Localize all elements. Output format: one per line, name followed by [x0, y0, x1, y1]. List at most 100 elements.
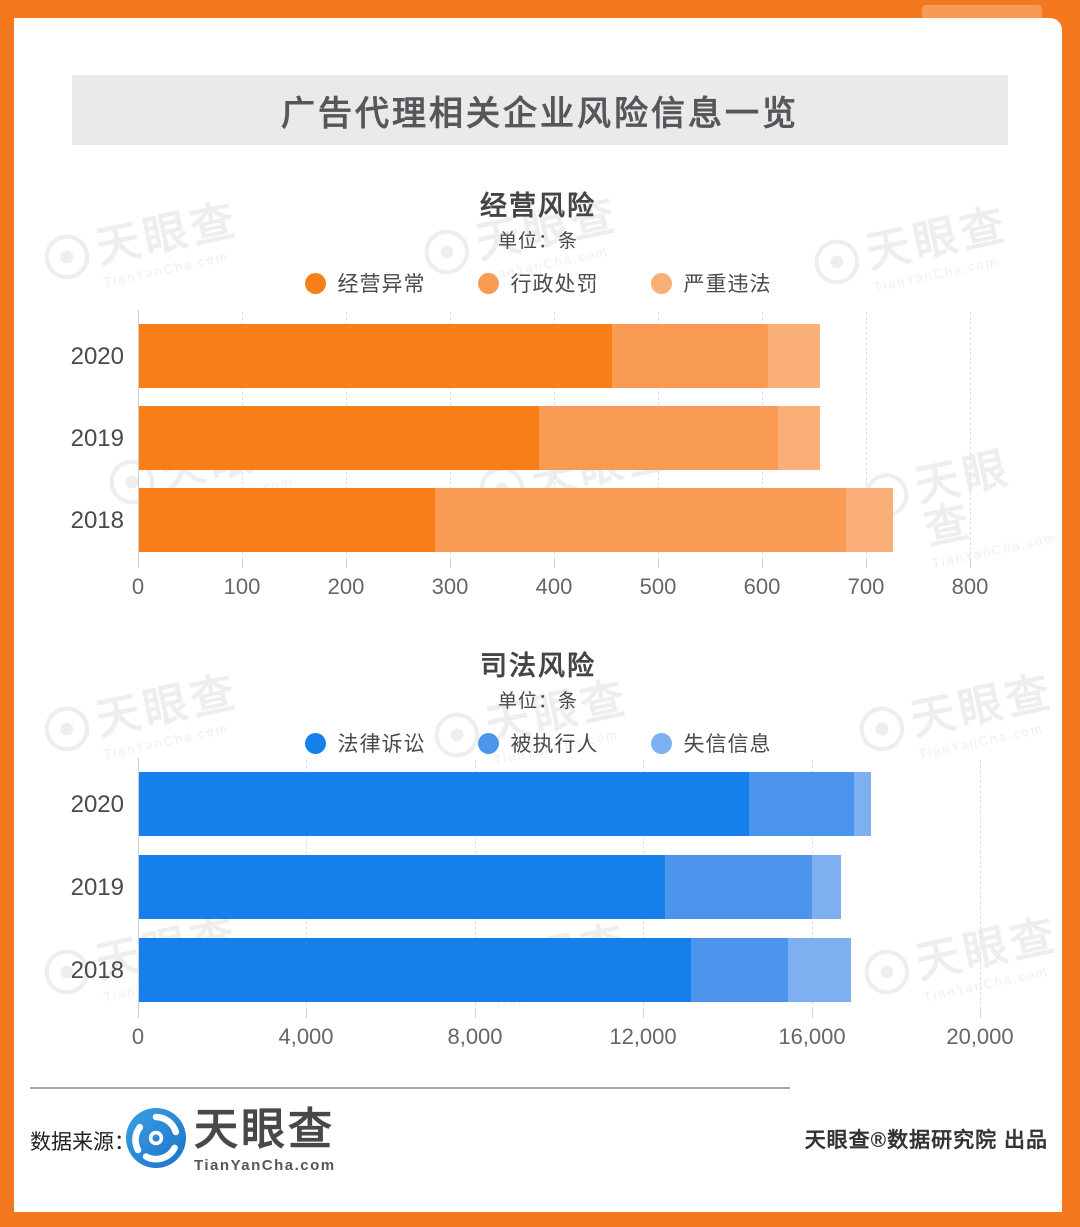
- axis-tick-label: 12,000: [609, 1024, 677, 1049]
- axis-tick-label: 800: [951, 574, 989, 599]
- axis-tick-label: 200: [327, 574, 365, 599]
- category-label-2018: 2018: [70, 957, 124, 984]
- axis-tick-label: 20,000: [946, 1024, 1014, 1049]
- legend-item: 被执行人: [477, 728, 599, 758]
- bar-segment: [139, 324, 612, 388]
- bar-segment: [665, 855, 812, 919]
- axis-tick: [970, 560, 971, 568]
- chart1-title: 经营风险: [480, 191, 596, 221]
- gridline: [980, 760, 981, 1010]
- axis-tick: [138, 1010, 139, 1018]
- credit-text: 天眼查®数据研究院 出品: [804, 1129, 1048, 1152]
- y-axis-line: [138, 758, 139, 1018]
- legend-dot-icon: [650, 272, 672, 294]
- axis-tick: [658, 560, 659, 568]
- axis-tick: [242, 560, 243, 568]
- bar-segment: [691, 938, 788, 1002]
- data-source-label: 数据来源：: [30, 1131, 135, 1154]
- bar-segment: [539, 406, 778, 470]
- bar-2020: [139, 772, 871, 836]
- axis-tick-label: 100: [223, 574, 261, 599]
- legend-dot-icon: [304, 272, 326, 294]
- axis-tick: [980, 1010, 981, 1018]
- axis-tick: [306, 1010, 307, 1018]
- axis-tick-label: 0: [131, 574, 145, 599]
- axis-tick: [450, 560, 451, 568]
- logo-text: 天眼查: [194, 1105, 335, 1154]
- axis-tick: [554, 560, 555, 568]
- chart2-legend: 法律诉讼 被执行人 失信信息: [14, 728, 1062, 758]
- bar-segment: [788, 938, 851, 1002]
- category-label-2019: 2019: [70, 874, 124, 901]
- legend-label: 失信信息: [683, 733, 772, 756]
- y-axis-line: [138, 310, 139, 568]
- bar-segment: [139, 772, 749, 836]
- axis-tick-label: 600: [743, 574, 781, 599]
- legend-item: 行政处罚: [477, 268, 599, 298]
- page-title: 广告代理相关企业风险信息一览: [72, 75, 1008, 145]
- bar-2019: [139, 855, 841, 919]
- bar-segment: [854, 772, 871, 836]
- axis-tick: [866, 560, 867, 568]
- bar-segment: [846, 488, 893, 552]
- chart2-title: 司法风险: [480, 651, 596, 681]
- legend-label: 行政处罚: [510, 273, 599, 296]
- axis-tick-label: 4,000: [278, 1024, 334, 1049]
- legend-item: 经营异常: [304, 268, 426, 298]
- legend-item: 失信信息: [650, 728, 772, 758]
- legend-item: 法律诉讼: [304, 728, 426, 758]
- axis-tick: [138, 560, 139, 568]
- bar-segment: [778, 406, 820, 470]
- content-panel: 天眼查 TianYanCha.com 天眼查 TianYanCha.com 天眼查 Tia…: [14, 18, 1062, 1212]
- footer-divider: [30, 1087, 790, 1089]
- bar-2018: [139, 488, 893, 552]
- bar-segment: [139, 855, 665, 919]
- category-label-2020: 2020: [70, 343, 124, 370]
- chart1-unit-label: 单位：条: [497, 231, 578, 252]
- chart2-plot: 0 4,000 8,000 12,000 16,000 20,000 2020 2019 201…: [71, 758, 1014, 1049]
- legend-label: 严重违法: [683, 273, 772, 296]
- axis-tick: [762, 560, 763, 568]
- bar-segment: [812, 855, 841, 919]
- axis-tick-label: 700: [847, 574, 885, 599]
- legend-dot-icon: [477, 732, 499, 754]
- axis-tick-label: 16,000: [778, 1024, 846, 1049]
- gridline: [970, 312, 971, 560]
- axis-tick-label: 8,000: [447, 1024, 503, 1049]
- axis-tick-label: 0: [131, 1024, 145, 1049]
- axis-tick: [812, 1010, 813, 1018]
- tianyancha-logo: 天眼查 TianYanCha.com: [126, 1108, 336, 1174]
- chart1-legend: 经营异常 行政处罚 严重违法: [14, 268, 1062, 298]
- category-label-2019: 2019: [70, 425, 124, 452]
- axis-tick-label: 400: [535, 574, 573, 599]
- bar-segment: [435, 488, 846, 552]
- bar-2019: [139, 406, 820, 470]
- legend-item: 严重违法: [650, 268, 772, 298]
- legend-dot-icon: [477, 272, 499, 294]
- axis-tick-label: 300: [431, 574, 469, 599]
- axis-tick: [475, 1010, 476, 1018]
- chart1-plot: 0 100 200 300 400 500 600 700 800 2020 2019 2018: [71, 310, 988, 599]
- corner-watermark: [922, 5, 1042, 21]
- bar-segment: [612, 324, 768, 388]
- axis-tick: [346, 560, 347, 568]
- axis-tick-label: 500: [639, 574, 677, 599]
- category-label-2018: 2018: [70, 507, 124, 534]
- category-label-2020: 2020: [70, 791, 124, 818]
- logo-subtext: TianYanCha.com: [194, 1157, 336, 1174]
- legend-dot-icon: [304, 732, 326, 754]
- axis-tick: [643, 1010, 644, 1018]
- bar-segment: [768, 324, 820, 388]
- legend-label: 经营异常: [337, 273, 426, 296]
- legend-dot-icon: [650, 732, 672, 754]
- legend-label: 被执行人: [510, 733, 599, 756]
- legend-label: 法律诉讼: [337, 733, 426, 756]
- bar-segment: [139, 406, 539, 470]
- bar-2020: [139, 324, 820, 388]
- chart2-unit-label: 单位：条: [497, 691, 578, 712]
- tianyancha-swirl-icon: [126, 1108, 186, 1168]
- bar-2018: [139, 938, 851, 1002]
- bar-segment: [139, 938, 691, 1002]
- bar-segment: [749, 772, 854, 836]
